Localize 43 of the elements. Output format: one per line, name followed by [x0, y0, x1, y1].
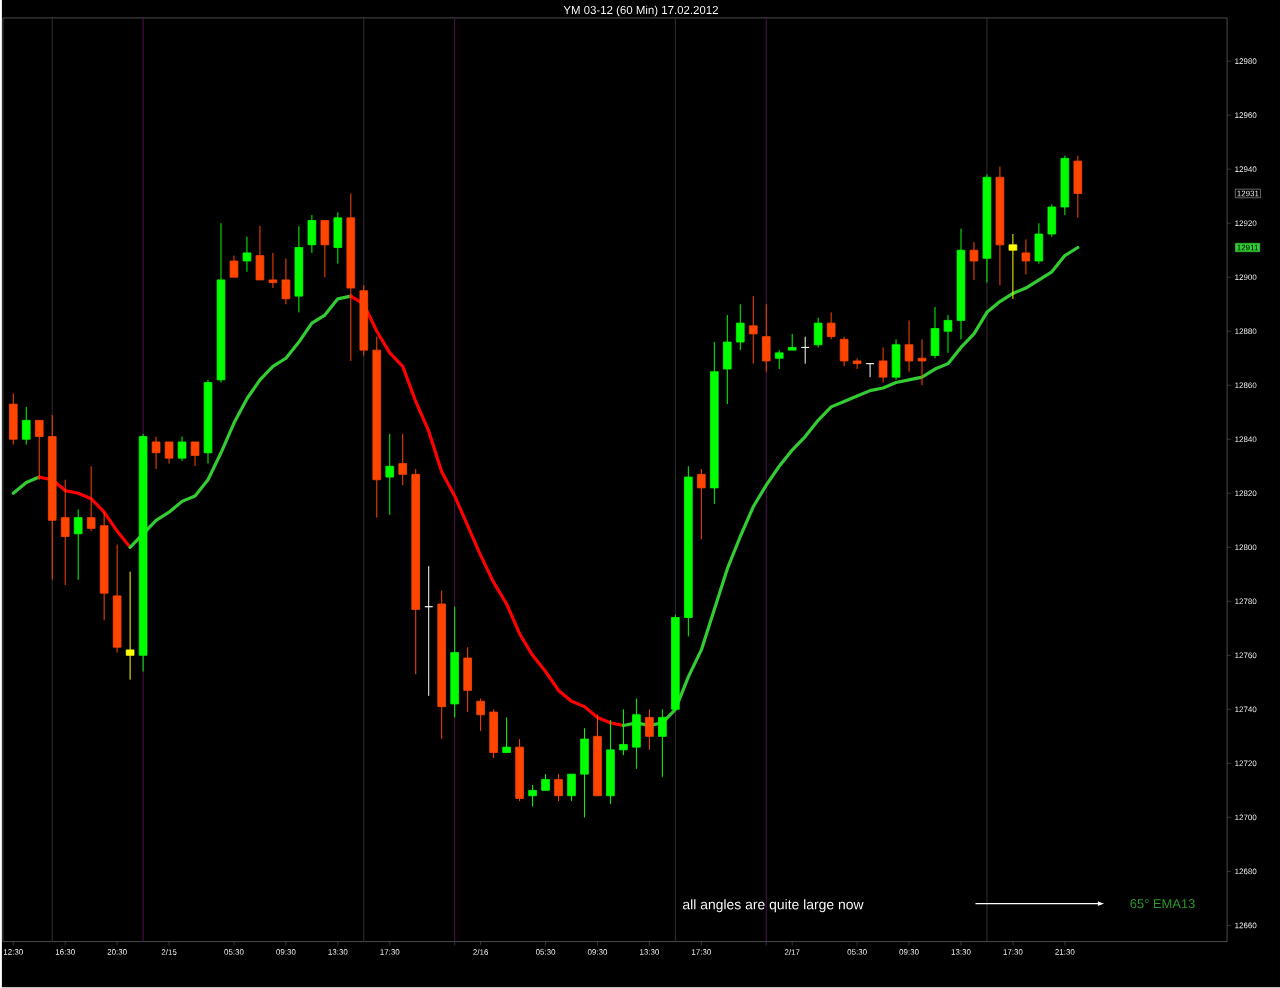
candlestick: [645, 709, 654, 751]
candlestick: [735, 303, 745, 351]
candlestick: [34, 420, 44, 481]
candlestick: [774, 349, 784, 370]
candlestick: [86, 466, 96, 532]
candlestick: [619, 709, 628, 756]
candlestick: [528, 784, 537, 808]
candlestick: [151, 436, 161, 470]
candlestick: [917, 339, 927, 386]
annotation: 65° EMA13: [1130, 899, 1195, 909]
chart-title: YM 03-12 (60 Min) 17.02.2012: [563, 5, 718, 17]
candlestick: [229, 255, 239, 278]
candlestick: [60, 479, 70, 586]
candlestick: [242, 236, 252, 273]
candlestick: [281, 258, 291, 305]
candlestick: [125, 571, 135, 681]
candlestick: [878, 347, 888, 384]
candlestick: [1021, 239, 1031, 276]
candlestick: [398, 433, 408, 486]
candlestick: [852, 357, 862, 370]
candlestick: [697, 468, 706, 540]
candlestick: [502, 717, 511, 754]
candlestick: [943, 314, 953, 354]
candlestick: [190, 441, 200, 467]
candlestick: [385, 433, 395, 516]
candlestick: [826, 312, 836, 341]
candlestick: [658, 709, 667, 778]
candlestick: [813, 317, 823, 349]
candlestick: [904, 320, 914, 373]
candlestick: [268, 252, 278, 289]
candlestick: [164, 441, 174, 465]
candlestick: [554, 773, 563, 802]
candlestick: [567, 773, 576, 802]
candlestick: [748, 295, 758, 365]
candlestick: [21, 406, 31, 446]
line-series: [128, 294, 353, 550]
candlestick: [1008, 233, 1018, 300]
annotation: all angles are quite large now: [683, 899, 864, 913]
candlestick: [177, 436, 187, 462]
candlestick: [476, 698, 485, 732]
candlestick: [839, 336, 849, 368]
candlestick: [969, 241, 979, 281]
candlestick: [73, 509, 83, 581]
